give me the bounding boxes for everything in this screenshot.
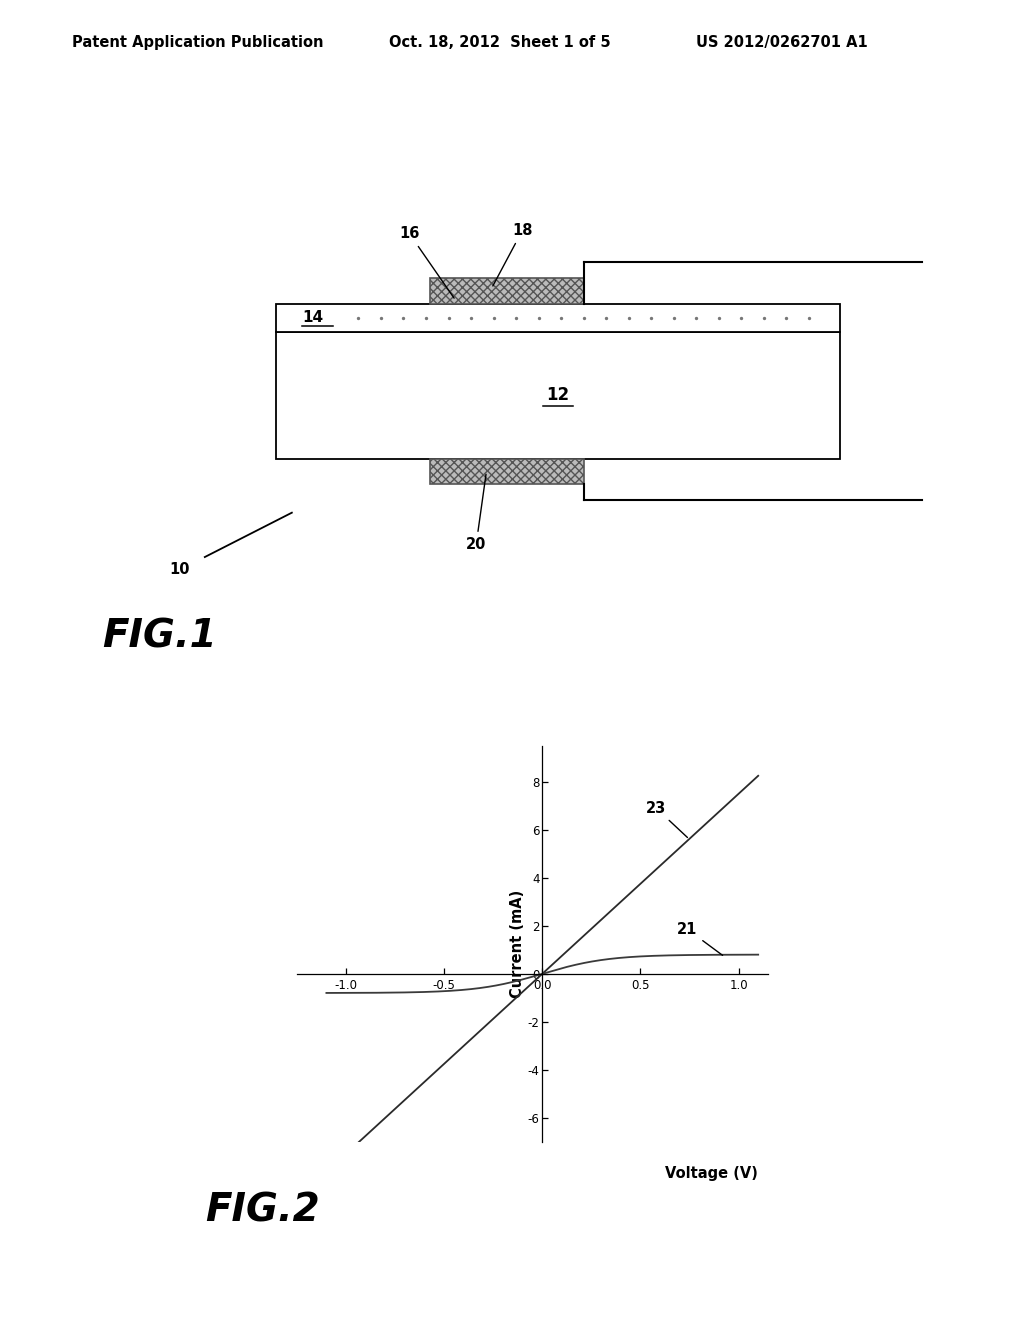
Y-axis label: Current (mA): Current (mA) bbox=[510, 890, 525, 998]
Text: US 2012/0262701 A1: US 2012/0262701 A1 bbox=[696, 34, 868, 50]
Text: Patent Application Publication: Patent Application Publication bbox=[72, 34, 324, 50]
Text: 20: 20 bbox=[466, 474, 486, 552]
Text: 16: 16 bbox=[399, 227, 454, 298]
Bar bbox=[276, 333, 840, 459]
Text: 12: 12 bbox=[547, 387, 569, 404]
Text: 18: 18 bbox=[493, 223, 532, 286]
Text: 10: 10 bbox=[169, 562, 189, 577]
Text: 14: 14 bbox=[302, 310, 324, 325]
Text: 21: 21 bbox=[677, 921, 723, 956]
Text: Oct. 18, 2012  Sheet 1 of 5: Oct. 18, 2012 Sheet 1 of 5 bbox=[389, 34, 610, 50]
X-axis label: Voltage (V): Voltage (V) bbox=[665, 1166, 758, 1180]
Bar bbox=[430, 459, 584, 484]
Bar bbox=[430, 279, 584, 304]
Text: 23: 23 bbox=[646, 801, 687, 837]
Bar bbox=[276, 304, 840, 333]
Text: FIG.1: FIG.1 bbox=[102, 618, 217, 655]
Text: FIG.2: FIG.2 bbox=[205, 1192, 319, 1229]
